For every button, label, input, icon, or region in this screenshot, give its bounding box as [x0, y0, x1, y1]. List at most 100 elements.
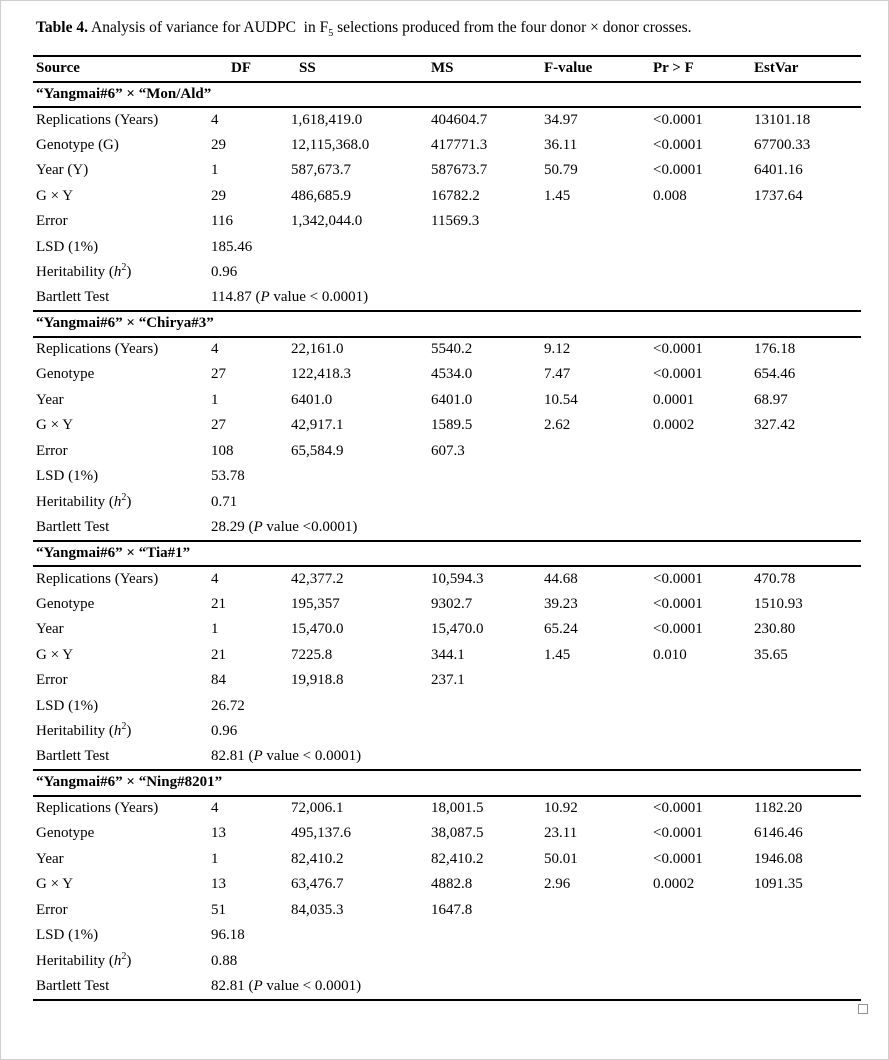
cell-pr-f: <0.0001: [653, 111, 703, 128]
anova-data-row: Error 116 1,342,044.0 11569.3: [33, 209, 861, 235]
bartlett-paren-open: (: [251, 289, 261, 306]
cell-ss: 63,476.7: [291, 876, 344, 893]
bartlett-statistic: 114.87: [211, 289, 252, 306]
anova-data-row: G × Y 21 7225.8 344.1 1.45 0.010 35.65: [33, 643, 861, 669]
cell-estvar: 176.18: [754, 341, 796, 358]
heritability-label-post: ): [126, 264, 132, 281]
cell-df: 84: [211, 672, 226, 689]
anova-data-row: Replications (Years) 4 42,377.2 10,594.3 44.…: [33, 566, 861, 592]
heritability-row: Heritability (h2) 0.71: [33, 490, 861, 516]
cell-df: 1: [211, 391, 219, 408]
cell-ms: 587673.7: [431, 162, 488, 179]
cell-source: Genotype: [36, 595, 95, 612]
table-caption-subscript: 5: [328, 28, 334, 40]
cell-f-value: [544, 668, 653, 694]
cell-pr-f: <0.0001: [653, 595, 703, 612]
anova-data-row: Year 1 6401.0 6401.0 10.54 0.0001 68.97: [33, 388, 861, 414]
cell-f-value: [544, 898, 653, 924]
cell-pr-f: <0.0001: [653, 136, 703, 153]
cell-ms: 10,594.3: [431, 570, 484, 587]
cell-ss: 15,470.0: [291, 621, 344, 638]
column-header-ss: SS: [299, 60, 316, 77]
cell-ss: 195,357: [291, 595, 340, 612]
cell-ms: 18,001.5: [431, 800, 484, 817]
cell-pr-f: <0.0001: [653, 850, 703, 867]
cell-estvar: 1510.93: [754, 595, 803, 612]
anova-data-row: Genotype (G) 29 12,115,368.0 417771.3 36.11 <…: [33, 133, 861, 159]
cell-ss: 1,618,419.0: [291, 111, 363, 128]
cell-ss: 122,418.3: [291, 366, 351, 383]
cell-pr-f: <0.0001: [653, 341, 703, 358]
cell-df: 1: [211, 850, 219, 867]
section-header-title: “Yangmai#6” × “Ning#8201”: [36, 774, 223, 791]
cell-ms: 82,410.2: [431, 850, 484, 867]
lsd-label: LSD (1%): [36, 697, 99, 714]
column-header-source: Source: [36, 60, 80, 77]
bartlett-label: Bartlett Test: [36, 518, 110, 535]
cell-f-value: 7.47: [544, 366, 571, 383]
cell-f-value: 34.97: [544, 111, 578, 128]
cell-pr-f: [653, 668, 754, 694]
heritability-row: Heritability (h2) 0.88: [33, 949, 861, 975]
table-header: Source DF SS MS F-value Pr > F EstVar: [33, 56, 861, 82]
cell-source: Error: [36, 213, 68, 230]
heritability-label-pre: Heritability (: [36, 723, 114, 740]
bartlett-p-symbol: P: [253, 518, 263, 535]
cell-source: Replications (Years): [36, 111, 159, 128]
heritability-label: Heritability (h2): [33, 490, 211, 516]
cell-source: G × Y: [36, 646, 74, 663]
table-caption: Table 4. Analysis of variance for AUDPC …: [33, 17, 861, 39]
bartlett-value: 82.81 (P value < 0.0001): [211, 745, 861, 771]
section-header-title: “Yangmai#6” × “Chirya#3”: [36, 315, 214, 332]
heritability-superscript: 2: [121, 491, 127, 503]
cell-ms: 1589.5: [431, 417, 473, 434]
cell-ms: 607.3: [431, 442, 465, 459]
bartlett-paren-open: (: [244, 977, 254, 994]
bartlett-p-text: value < 0.0001): [262, 748, 362, 765]
cell-estvar: 68.97: [754, 391, 788, 408]
lsd-value: 185.46: [211, 238, 253, 255]
cell-ms: 237.1: [431, 672, 465, 689]
heritability-label: Heritability (h2): [33, 260, 211, 286]
section-header-row: “Yangmai#6” × “Tia#1”: [33, 541, 861, 566]
bartlett-value: 28.29 (P value <0.0001): [211, 515, 861, 541]
anova-data-row: Replications (Years) 4 72,006.1 18,001.5 10.…: [33, 796, 861, 822]
cell-f-value: 2.96: [544, 876, 571, 893]
cell-estvar: [754, 439, 861, 465]
cell-source: G × Y: [36, 417, 74, 434]
cell-ms: 4882.8: [431, 876, 473, 893]
cell-source: Genotype: [36, 366, 95, 383]
heritability-label-pre: Heritability (: [36, 493, 114, 510]
cell-f-value: 65.24: [544, 621, 578, 638]
anova-data-row: Replications (Years) 4 1,618,419.0 404604.7…: [33, 107, 861, 133]
anova-data-row: Genotype 21 195,357 9302.7 39.23 <0.0001 1510.…: [33, 592, 861, 618]
cell-df: 4: [211, 341, 219, 358]
table-body: “Yangmai#6” × “Mon/Ald” Replications (Yea…: [33, 82, 861, 1000]
cell-f-value: 2.62: [544, 417, 571, 434]
heritability-value: 0.96: [211, 723, 238, 740]
heritability-value: 0.88: [211, 952, 238, 969]
cell-ss: 42,377.2: [291, 570, 344, 587]
anova-table: Source DF SS MS F-value Pr > F EstVar “Y…: [33, 55, 861, 1001]
cell-estvar: 67700.33: [754, 136, 811, 153]
cell-ss: 6401.0: [291, 391, 333, 408]
heritability-h-symbol: h: [113, 493, 122, 510]
lsd-value: 53.78: [211, 468, 245, 485]
document-anchor-marker: [858, 1003, 868, 1014]
cell-ms: 6401.0: [431, 391, 473, 408]
cell-pr-f: 0.010: [653, 646, 687, 663]
cell-pr-f: <0.0001: [653, 800, 703, 817]
table-caption-text-end: selections produced from the four donor …: [333, 19, 692, 36]
cell-ss: 42,917.1: [291, 417, 344, 434]
cell-ms: 344.1: [431, 646, 465, 663]
cell-source: G × Y: [36, 187, 74, 204]
cell-estvar: 230.80: [754, 621, 796, 638]
lsd-row: LSD (1%) 96.18: [33, 923, 861, 949]
cell-estvar: [754, 898, 861, 924]
cell-df: 13: [211, 825, 226, 842]
cell-f-value: 10.54: [544, 391, 578, 408]
cell-ss: 84,035.3: [291, 901, 344, 918]
anova-data-row: G × Y 27 42,917.1 1589.5 2.62 0.0002 327.42: [33, 413, 861, 439]
cell-df: 1: [211, 621, 219, 638]
cell-f-value: 23.11: [544, 825, 578, 842]
